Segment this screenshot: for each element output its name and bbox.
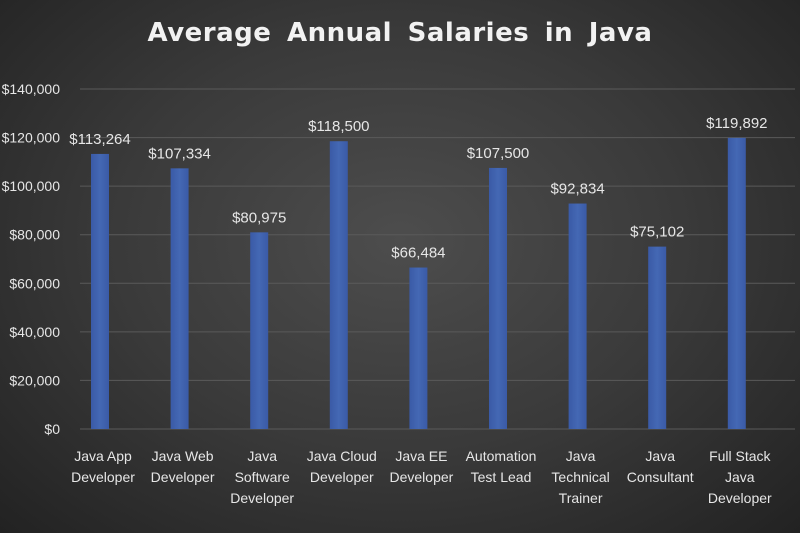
y-tick-label: $40,000 (9, 324, 60, 340)
x-tick-label: Full Stack (709, 448, 771, 464)
x-tick-label: Java Cloud (307, 448, 377, 464)
y-tick-label: $140,000 (2, 81, 61, 97)
x-tick-label: Java Web (152, 448, 214, 464)
x-tick-label: Java (725, 469, 755, 485)
x-tick-label: Developer (71, 469, 135, 485)
x-tick-label: Consultant (627, 469, 694, 485)
x-tick-label: Java (645, 448, 675, 464)
y-tick-label: $20,000 (9, 372, 60, 388)
data-label: $80,975 (232, 209, 286, 226)
data-label: $118,500 (308, 118, 369, 135)
x-tick-label: Developer (230, 490, 294, 506)
y-tick-label: $120,000 (2, 130, 61, 146)
x-tick-label: Java EE (395, 448, 447, 464)
x-tick-label: Developer (708, 490, 772, 506)
data-label: $75,102 (630, 224, 684, 241)
x-tick-label: Java (247, 448, 277, 464)
x-tick-label: Developer (389, 469, 453, 485)
bar (727, 137, 746, 429)
bar (409, 267, 428, 429)
data-label: $66,484 (391, 245, 445, 262)
y-tick-label: $80,000 (9, 227, 60, 243)
bar (329, 141, 348, 429)
x-tick-label: Automation (466, 448, 537, 464)
x-tick-label: Software (235, 469, 290, 485)
bar (648, 246, 667, 429)
bar (568, 203, 587, 429)
x-tick-label: Developer (151, 469, 215, 485)
x-tick-label: Developer (310, 469, 374, 485)
chart-title: Average Annual Salaries in Java (147, 18, 653, 48)
x-tick-label: Java App (74, 448, 132, 464)
x-tick-label: Test Lead (471, 469, 532, 485)
bar (91, 153, 109, 429)
data-label: $107,334 (148, 145, 211, 162)
data-label: $113,264 (69, 131, 130, 148)
bar (489, 167, 507, 429)
x-tick-label: Technical (551, 469, 609, 485)
data-label: $92,834 (550, 181, 604, 198)
y-tick-label: $0 (44, 421, 60, 437)
y-tick-label: $100,000 (2, 178, 61, 194)
y-tick-label: $60,000 (9, 275, 60, 291)
bar (170, 168, 189, 429)
data-label: $107,500 (467, 145, 530, 162)
x-tick-label: Trainer (559, 490, 603, 506)
bar (250, 232, 269, 429)
x-tick-label: Java (566, 448, 596, 464)
data-label: $119,892 (706, 115, 767, 132)
